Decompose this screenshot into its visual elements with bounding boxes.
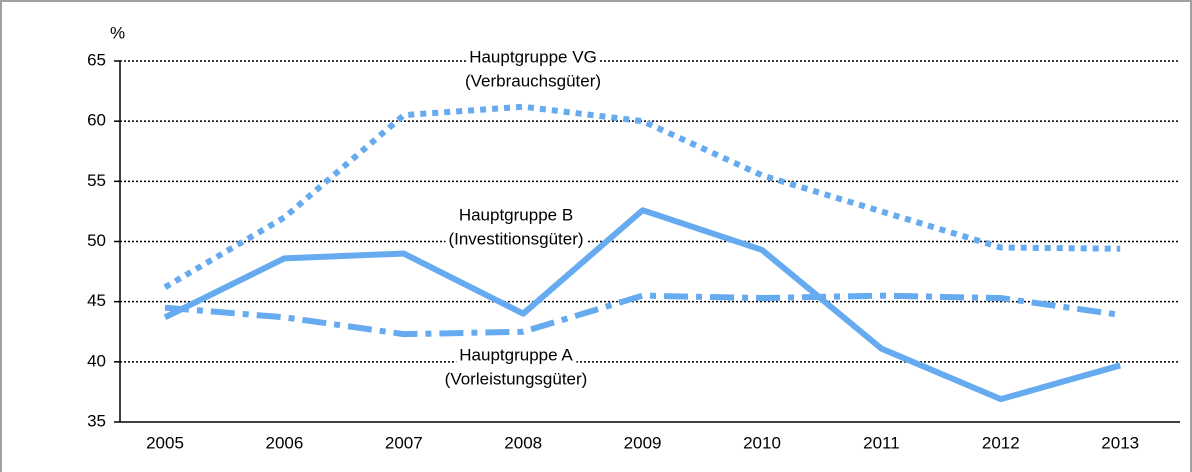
y-tick-label: 35: [87, 411, 106, 430]
annotation: Hauptgruppe A: [459, 345, 573, 364]
annotation-bg: [456, 344, 577, 366]
x-tick-label: 2005: [146, 433, 184, 452]
annotation-bg: [466, 46, 600, 68]
y-tick-label: 45: [87, 291, 106, 310]
annotation-bg: [445, 228, 587, 250]
annotation: (Verbrauchsgüter): [465, 71, 601, 90]
x-tick-label: 2011: [863, 433, 900, 452]
line-series: [164, 292, 1121, 338]
annotation-bg: [455, 204, 577, 226]
annotation: Hauptgruppe VG: [469, 47, 597, 66]
x-tick-label: 2008: [504, 433, 542, 452]
y-tick-label: 40: [87, 351, 106, 370]
x-tick-label: 2006: [265, 433, 303, 452]
y-tick-label: 60: [87, 111, 106, 130]
annotation-bg: [461, 70, 605, 92]
line-series: [163, 207, 1122, 403]
y-tick-label: 55: [87, 171, 106, 190]
x-tick-label: 2007: [385, 433, 423, 452]
annotation: Hauptgruppe B: [459, 205, 573, 224]
annotation: (Investitionsgüter): [448, 229, 583, 248]
y-tick-label: 50: [87, 231, 106, 250]
y-axis-label: %: [110, 23, 125, 42]
annotation-bg: [441, 368, 591, 390]
x-tick-label: 2010: [743, 433, 781, 452]
x-tick-label: 2013: [1101, 433, 1139, 452]
x-tick-label: 2012: [982, 433, 1020, 452]
y-tick-label: 65: [87, 50, 106, 69]
x-tick-label: 2009: [624, 433, 662, 452]
annotation: (Vorleistungsgüter): [445, 369, 588, 388]
